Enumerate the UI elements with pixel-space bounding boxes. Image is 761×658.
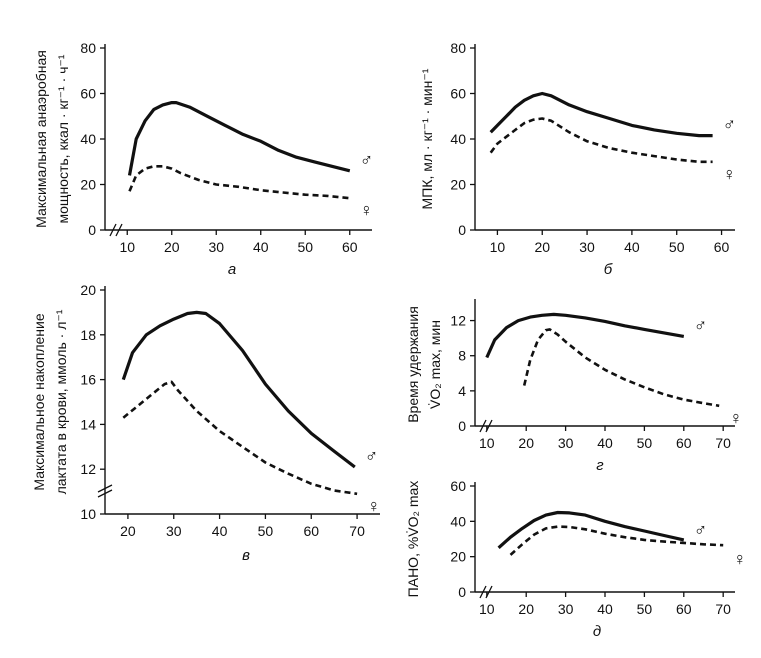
y-axis-label: мощность, ккал · кг⁻¹ · ч⁻¹	[55, 54, 71, 223]
x-tick-label: 60	[342, 239, 358, 255]
series-line-female	[122, 380, 358, 496]
series-line-female	[489, 117, 713, 164]
y-tick-label: 0	[88, 222, 96, 238]
x-tick-label: 40	[597, 435, 613, 451]
x-tick-label: 50	[637, 601, 653, 617]
panel-label: д	[593, 623, 601, 640]
axis-break-mark	[97, 484, 113, 498]
series-line-female	[522, 328, 720, 408]
y-tick-label: 10	[80, 506, 96, 522]
x-tick-label: 20	[518, 601, 534, 617]
y-tick-label: 40	[80, 131, 96, 147]
panel-label: в	[242, 547, 250, 564]
y-tick-label: 18	[80, 327, 96, 343]
y-tick-label: 80	[80, 40, 96, 56]
x-tick-label: 50	[669, 239, 685, 255]
y-tick-label: 40	[450, 131, 466, 147]
series-line-male	[489, 91, 713, 138]
series-label-male: ♂	[694, 520, 708, 540]
y-tick-label: 40	[450, 513, 466, 529]
x-tick-label: 30	[208, 239, 224, 255]
x-tick-label: 60	[676, 435, 692, 451]
x-tick-label: 70	[715, 601, 731, 617]
y-axis-label: МПК, мл · кг⁻¹ · мин⁻¹	[419, 68, 435, 209]
x-tick-label: 10	[119, 239, 135, 255]
x-tick-label: 40	[597, 601, 613, 617]
x-tick-label: 30	[579, 239, 595, 255]
series-label-male: ♂	[360, 150, 374, 170]
y-tick-label: 14	[80, 416, 96, 432]
x-tick-label: 30	[558, 601, 574, 617]
axis-break-mark	[109, 223, 123, 237]
x-tick-label: 10	[490, 239, 506, 255]
series-line-male	[497, 510, 685, 549]
y-tick-label: 60	[450, 86, 466, 102]
y-axis-label: Максимальная анаэробная	[33, 50, 49, 228]
x-tick-label: 70	[715, 435, 731, 451]
series-label-female: ♀	[729, 408, 743, 428]
y-tick-label: 0	[458, 418, 466, 434]
x-tick-label: 60	[714, 239, 730, 255]
y-axis-label: Максимальное накопление	[31, 313, 47, 490]
panel-label: г	[596, 457, 604, 474]
y-tick-label: 16	[80, 372, 96, 388]
y-tick-label: 60	[450, 478, 466, 494]
x-tick-label: 20	[518, 435, 534, 451]
y-tick-label: 80	[450, 40, 466, 56]
chart-panel-v: 10 12 14 16 18 20 20 30 40 50 60 70 ♂ ♀ Максимальное н…	[31, 282, 381, 564]
x-tick-label: 40	[212, 523, 228, 539]
x-tick-label: 60	[676, 601, 692, 617]
y-tick-label: 8	[458, 348, 466, 364]
x-tick-label: 30	[558, 435, 574, 451]
series-label-female: ♀	[733, 549, 747, 569]
x-tick-label: 30	[166, 523, 182, 539]
y-axis-label: V̇O₂ max, мин	[427, 320, 443, 409]
y-axis-label: лактата в крови, ммоль · л⁻¹	[53, 309, 69, 494]
chart-panel-g: 0 4 8 12 10 20 30 40 50 60 70 ♂ ♀ Время удержания V̇O₂…	[405, 299, 743, 474]
panel-label: а	[228, 261, 236, 278]
x-tick-label: 60	[303, 523, 319, 539]
x-tick-label: 50	[637, 435, 653, 451]
x-tick-label: 20	[534, 239, 550, 255]
x-tick-label: 20	[120, 523, 136, 539]
y-tick-label: 20	[80, 282, 96, 298]
y-tick-label: 20	[450, 549, 466, 565]
y-tick-label: 12	[80, 461, 96, 477]
x-tick-label: 20	[164, 239, 180, 255]
x-tick-label: 50	[297, 239, 313, 255]
x-tick-label: 40	[253, 239, 269, 255]
series-label-male: ♂	[723, 115, 737, 135]
chart-panel-a: 0 20 40 60 80 10 20 30 40 50 60 ♂ ♀ Максимальная анаэ…	[33, 40, 373, 278]
series-label-female: ♀	[360, 200, 374, 220]
y-axis-label: Время удержания	[405, 306, 421, 423]
series-label-male: ♂	[694, 315, 708, 335]
panel-label: б	[604, 261, 613, 278]
chart-panel-d: 0 20 40 60 10 20 30 40 50 60 70 ♂ ♀ ПАНО, %V̇O₂ max д	[405, 478, 747, 640]
x-tick-label: 40	[624, 239, 640, 255]
y-tick-label: 0	[458, 584, 466, 600]
series-line-female	[509, 525, 724, 556]
chart-panel-b: 0 20 40 60 80 10 20 30 40 50 60 ♂ ♀ МПК, мл · кг⁻¹ · …	[419, 40, 736, 278]
y-tick-label: 20	[80, 177, 96, 193]
series-line-male	[121, 310, 356, 469]
series-label-female: ♀	[367, 496, 381, 516]
y-tick-label: 0	[458, 222, 466, 238]
axis-break-mark	[479, 585, 493, 599]
series-line-male	[485, 312, 685, 359]
series-line-female	[128, 165, 350, 200]
x-tick-label: 50	[258, 523, 274, 539]
x-tick-label: 70	[349, 523, 365, 539]
series-label-male: ♂	[365, 446, 379, 466]
y-tick-label: 20	[450, 177, 466, 193]
x-tick-label: 10	[479, 435, 495, 451]
series-label-female: ♀	[723, 164, 737, 184]
y-tick-label: 12	[450, 313, 466, 329]
y-axis-label: ПАНО, %V̇O₂ max	[405, 481, 421, 598]
series-line-male	[127, 101, 351, 176]
axis-break-mark	[479, 419, 493, 433]
y-tick-label: 4	[458, 383, 466, 399]
x-tick-label: 10	[479, 601, 495, 617]
y-tick-label: 60	[80, 86, 96, 102]
